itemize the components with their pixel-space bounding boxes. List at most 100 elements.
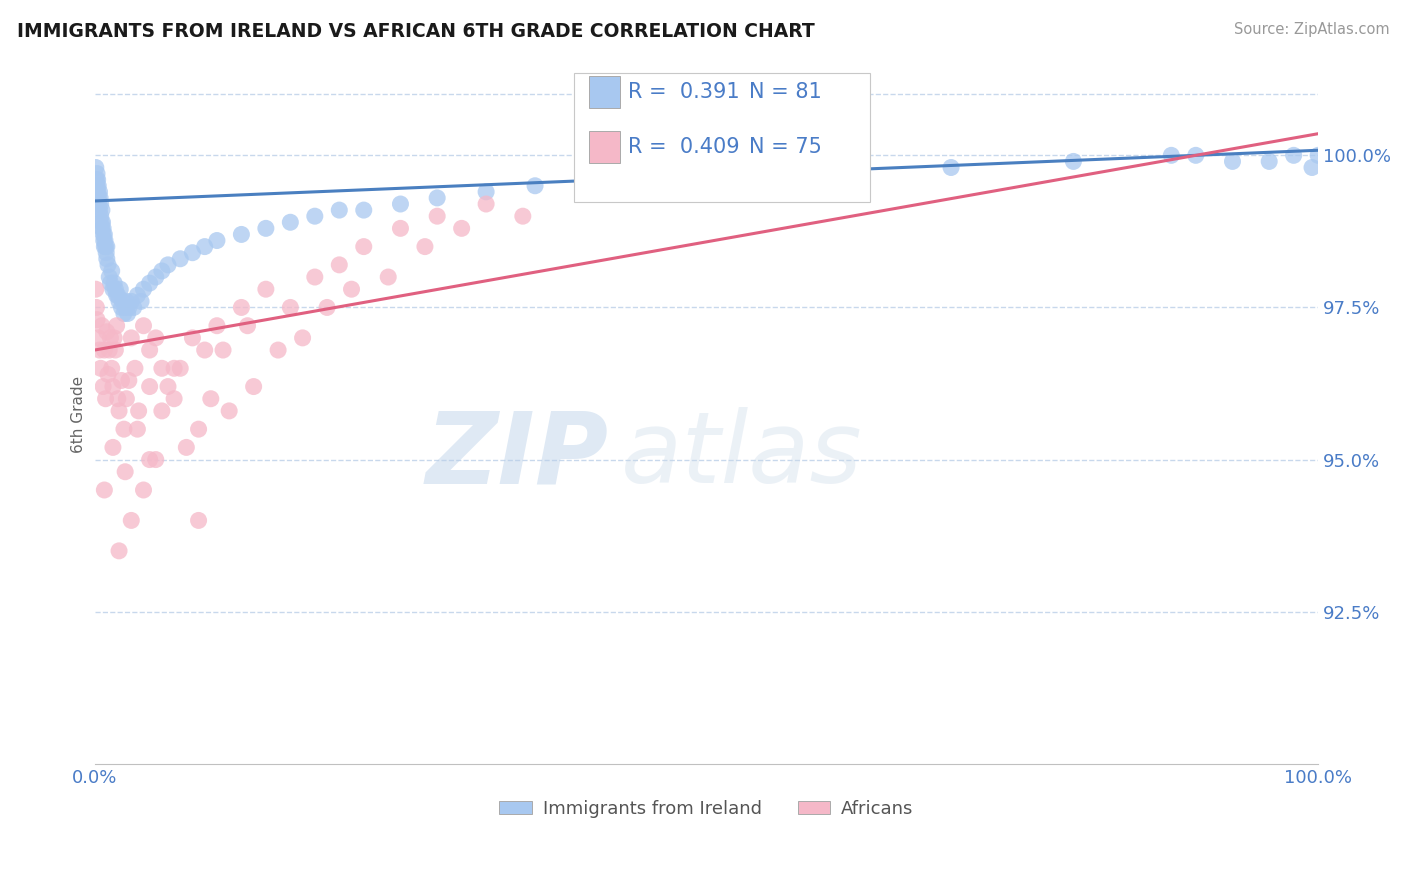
Point (122, 301, 145, 315)
Point (120, 331, 142, 345)
Point (87, 331, 110, 345)
Point (107, 392, 129, 406)
Point (93, 234, 115, 248)
Point (114, 301, 136, 315)
Point (103, 276, 125, 290)
Point (524, 178, 547, 193)
Point (90, 203, 112, 218)
Point (86, 301, 108, 315)
Point (100, 361, 122, 376)
Legend: Immigrants from Ireland, Africans: Immigrants from Ireland, Africans (492, 792, 921, 825)
Point (138, 452, 160, 467)
Point (353, 239, 375, 253)
Point (218, 404, 240, 418)
Point (84, 282, 107, 296)
Text: N = 81: N = 81 (749, 82, 823, 102)
Point (163, 361, 186, 376)
Point (1222, 154, 1244, 169)
Text: R =  0.391: R = 0.391 (628, 82, 740, 102)
Point (132, 483, 155, 497)
Point (598, 172, 620, 186)
Point (104, 282, 127, 296)
Point (94, 234, 117, 248)
Point (91, 221, 114, 235)
Point (100, 264, 122, 278)
Point (101, 441, 124, 455)
Point (389, 197, 412, 211)
Point (91, 379, 114, 393)
Point (1160, 148, 1182, 162)
Text: N = 75: N = 75 (749, 137, 823, 157)
Point (512, 209, 534, 223)
Point (89, 191, 111, 205)
Text: Source: ZipAtlas.com: Source: ZipAtlas.com (1233, 22, 1389, 37)
Point (267, 343, 290, 357)
Point (97, 258, 120, 272)
Text: IMMIGRANTS FROM IRELAND VS AFRICAN 6TH GRADE CORRELATION CHART: IMMIGRANTS FROM IRELAND VS AFRICAN 6TH G… (17, 22, 814, 41)
Text: R =  0.409: R = 0.409 (628, 137, 740, 157)
Point (86, 172, 108, 186)
Point (475, 197, 498, 211)
Point (89, 203, 111, 218)
Point (120, 513, 142, 527)
Point (108, 294, 131, 309)
Point (107, 288, 129, 302)
Point (101, 379, 124, 393)
Point (118, 301, 141, 315)
Point (328, 258, 350, 272)
Point (194, 343, 217, 357)
Point (163, 392, 186, 406)
Point (1282, 148, 1305, 162)
Point (194, 239, 217, 253)
Y-axis label: 6th Grade: 6th Grade (72, 376, 86, 452)
Point (108, 404, 131, 418)
Point (101, 282, 124, 296)
Point (138, 276, 160, 290)
Point (91, 227, 114, 242)
Point (90, 215, 112, 229)
Point (87, 197, 110, 211)
Point (1258, 154, 1281, 169)
Point (1184, 148, 1206, 162)
Point (103, 331, 125, 345)
Point (132, 282, 155, 296)
Point (117, 307, 139, 321)
Point (94, 239, 117, 253)
Point (939, 161, 962, 175)
Point (127, 422, 149, 436)
Point (90, 197, 112, 211)
Point (124, 361, 146, 376)
Point (280, 301, 302, 315)
Point (1308, 148, 1330, 162)
Point (93, 483, 115, 497)
Point (1062, 154, 1084, 169)
Point (128, 404, 150, 418)
Point (150, 361, 173, 376)
Point (105, 288, 128, 302)
Point (475, 185, 498, 199)
Point (236, 318, 259, 333)
Point (169, 252, 191, 266)
Point (110, 301, 132, 315)
Point (98, 343, 121, 357)
Point (89, 343, 111, 357)
Point (90, 361, 112, 376)
Point (129, 294, 152, 309)
Point (112, 422, 135, 436)
Point (96, 239, 118, 253)
Point (450, 221, 472, 235)
Point (108, 544, 131, 558)
Point (145, 270, 167, 285)
Point (181, 331, 204, 345)
Point (304, 270, 326, 285)
Point (817, 161, 839, 175)
Point (91, 215, 114, 229)
Point (96, 325, 118, 339)
Point (340, 282, 363, 296)
Point (138, 343, 160, 357)
Point (87, 178, 110, 193)
Point (86, 167, 108, 181)
Point (187, 513, 209, 527)
Point (377, 270, 399, 285)
Text: atlas: atlas (620, 408, 862, 505)
